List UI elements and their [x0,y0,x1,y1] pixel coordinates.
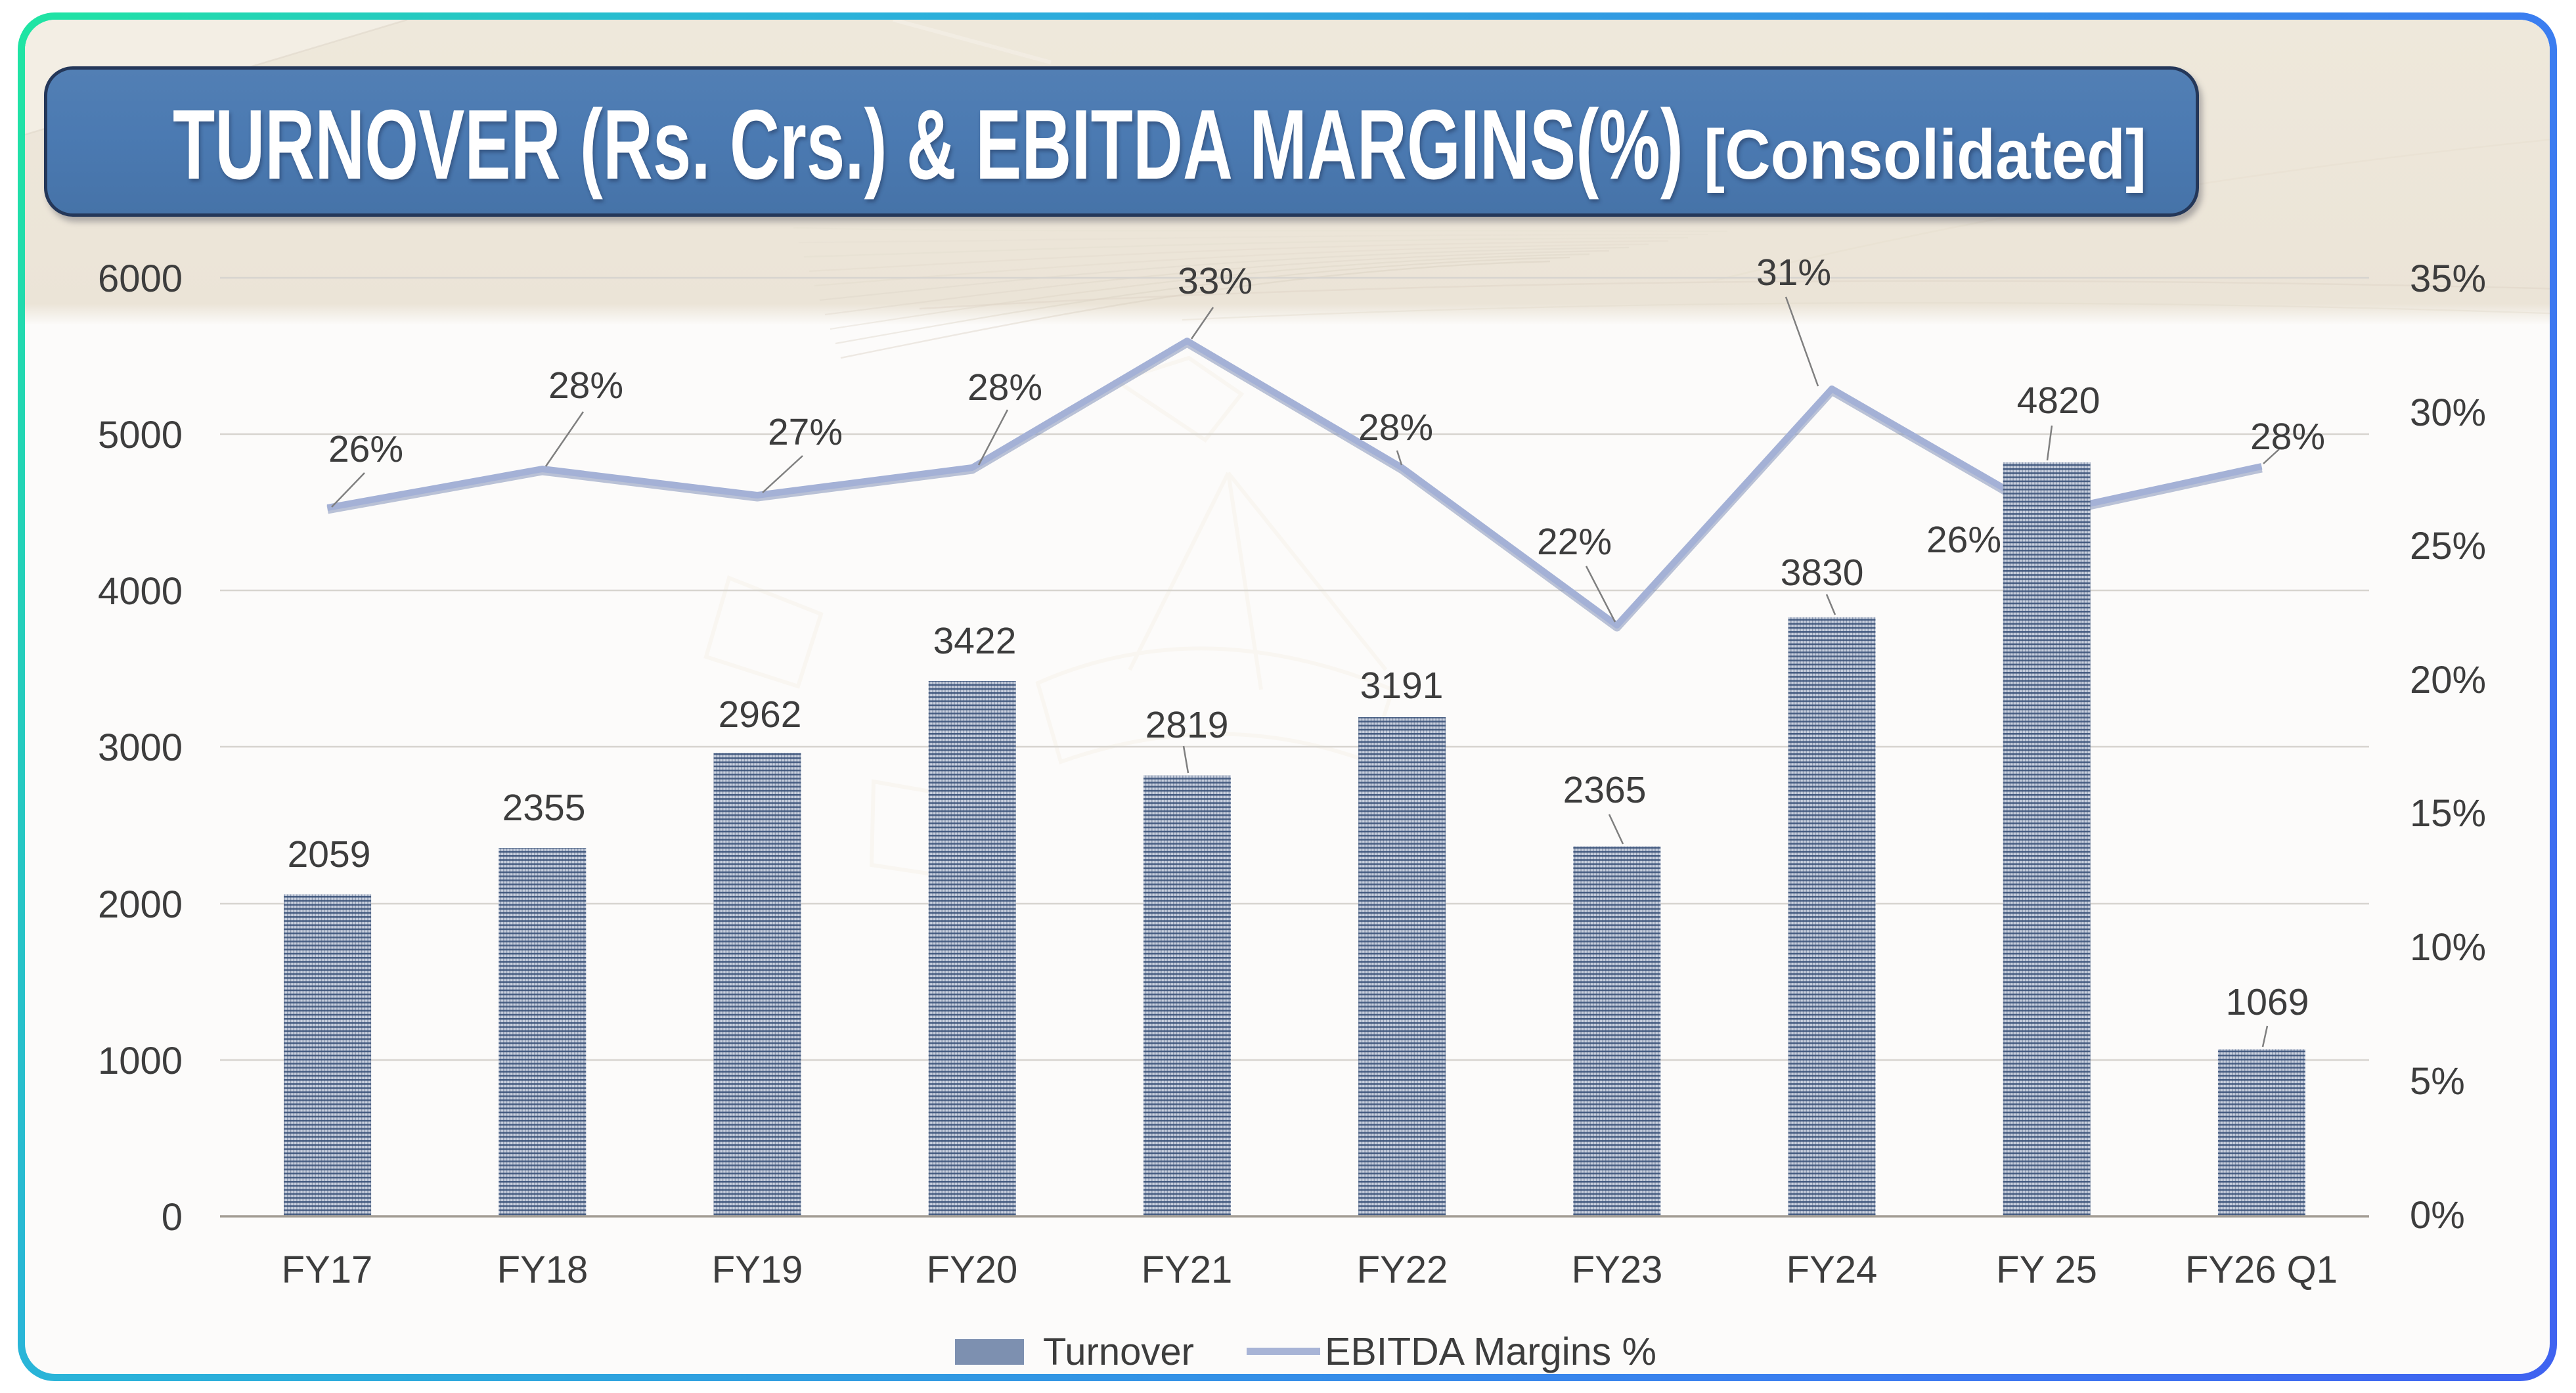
svg-text:2059: 2059 [288,833,371,875]
svg-text:FY22: FY22 [1357,1249,1448,1291]
svg-text:28%: 28% [1358,407,1433,449]
svg-text:Turnover: Turnover [1043,1331,1194,1373]
svg-text:30%: 30% [2410,391,2486,434]
svg-text:3830: 3830 [1781,552,1864,594]
svg-text:20%: 20% [2410,659,2486,701]
svg-text:FY19: FY19 [712,1249,803,1291]
svg-text:5%: 5% [2410,1060,2465,1103]
svg-text:22%: 22% [1537,521,1612,563]
svg-text:3422: 3422 [933,620,1017,662]
svg-text:0: 0 [162,1196,183,1239]
svg-text:5000: 5000 [98,414,183,456]
svg-text:2365: 2365 [1563,769,1647,811]
svg-text:4000: 4000 [98,570,183,613]
svg-text:31%: 31% [1756,252,1831,294]
svg-text:2962: 2962 [719,694,802,736]
svg-text:FY 25: FY 25 [1996,1249,2097,1291]
svg-text:2000: 2000 [98,883,183,926]
svg-text:FY17: FY17 [282,1249,373,1291]
svg-text:28%: 28% [967,366,1042,409]
svg-text:FY26 Q1: FY26 Q1 [2185,1249,2338,1291]
svg-text:FY21: FY21 [1142,1249,1233,1291]
svg-text:FY18: FY18 [497,1249,588,1291]
svg-text:6000: 6000 [98,257,183,300]
svg-text:3191: 3191 [1360,665,1444,707]
svg-text:FY23: FY23 [1572,1249,1663,1291]
svg-text:2355: 2355 [502,787,586,829]
svg-text:4820: 4820 [2017,380,2100,422]
svg-text:26%: 26% [328,428,403,470]
svg-text:25%: 25% [2410,525,2486,567]
svg-text:28%: 28% [2250,416,2325,458]
svg-text:33%: 33% [1178,260,1253,302]
svg-text:28%: 28% [548,365,623,407]
svg-text:35%: 35% [2410,257,2486,300]
svg-text:1069: 1069 [2226,981,2309,1023]
svg-text:FY24: FY24 [1787,1249,1878,1291]
svg-text:15%: 15% [2410,792,2486,835]
svg-text:EBITDA Margins %: EBITDA Margins % [1325,1330,1656,1373]
svg-text:FY20: FY20 [927,1249,1018,1291]
svg-text:27%: 27% [768,411,843,453]
svg-text:1000: 1000 [98,1040,183,1082]
svg-text:10%: 10% [2410,926,2486,969]
svg-text:3000: 3000 [98,726,183,769]
svg-text:26%: 26% [1926,519,2001,561]
svg-text:0%: 0% [2410,1194,2465,1237]
svg-text:2819: 2819 [1145,704,1229,746]
